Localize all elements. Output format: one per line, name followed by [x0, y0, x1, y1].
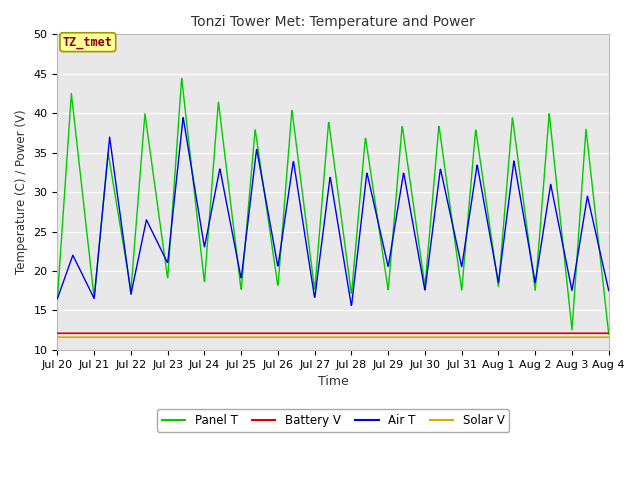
Y-axis label: Temperature (C) / Power (V): Temperature (C) / Power (V) — [15, 110, 28, 275]
Legend: Panel T, Battery V, Air T, Solar V: Panel T, Battery V, Air T, Solar V — [157, 409, 509, 432]
X-axis label: Time: Time — [317, 375, 348, 388]
Text: TZ_tmet: TZ_tmet — [63, 36, 113, 48]
Title: Tonzi Tower Met: Temperature and Power: Tonzi Tower Met: Temperature and Power — [191, 15, 475, 29]
